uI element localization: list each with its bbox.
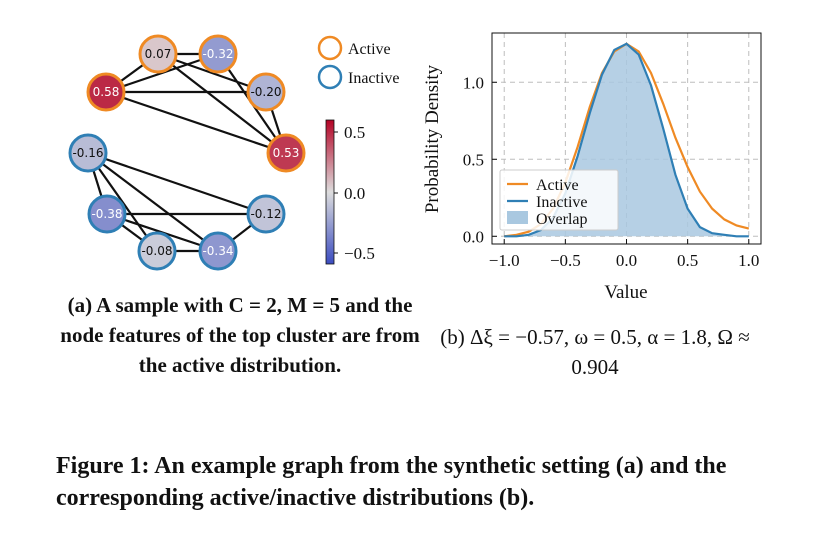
caption-b-text: (b) Δξ = −0.57, ω = 0.5, α = 1.8, Ω ≈ 0.… <box>440 325 750 379</box>
graph-edge <box>87 152 158 252</box>
graph-edge <box>87 152 219 252</box>
figure-caption-text: Figure 1: An example graph from the synt… <box>56 453 727 511</box>
graph-node-label: -0.34 <box>202 244 233 258</box>
caption-b: (b) Δξ = −0.57, ω = 0.5, α = 1.8, Ω ≈ 0.… <box>425 322 765 382</box>
legend-inactive-marker <box>317 64 343 90</box>
graph-node: -0.20 <box>246 72 286 112</box>
plot-legend-active: Active <box>536 177 579 194</box>
graph-node-label: 0.53 <box>273 146 300 160</box>
caption-a: (a) A sample with C = 2, M = 5 and the n… <box>60 290 420 380</box>
graph-node-circle <box>246 194 286 234</box>
graph-node: -0.08 <box>137 231 177 271</box>
figure-caption: Figure 1: An example graph from the synt… <box>56 450 816 514</box>
caption-a-text: (a) A sample with C = 2, M = 5 and the n… <box>60 293 420 377</box>
x-tick-label: 0.5 <box>677 251 698 270</box>
graph-node: 0.58 <box>86 72 126 112</box>
x-tick-label: 0.0 <box>616 251 637 270</box>
graph-node: -0.34 <box>198 231 238 271</box>
legend-active-label: Active <box>348 41 391 58</box>
graph-node-label: -0.20 <box>250 85 281 99</box>
graph-node-label: -0.32 <box>202 47 233 61</box>
colorbar-tick: 0.5 <box>344 123 365 142</box>
legend-inactive-label: Inactive <box>348 70 400 87</box>
colorbar-tick: 0.0 <box>344 184 365 203</box>
x-tick-label: −0.5 <box>550 251 581 270</box>
graph-node-circle <box>198 231 238 271</box>
x-axis-label: Value <box>604 282 647 303</box>
legend-overlap-swatch <box>507 211 528 224</box>
graph-node-circle <box>138 34 178 74</box>
y-axis-label: Probability Density <box>422 64 443 213</box>
graph-node: 0.07 <box>138 34 178 74</box>
y-tick-label: 1.0 <box>463 73 484 92</box>
overlap-area <box>504 43 749 237</box>
graph-node-circle <box>86 72 126 112</box>
plot-legend-box <box>499 169 619 231</box>
graph-node-label: -0.38 <box>91 207 122 221</box>
graph-node-circle <box>266 133 306 173</box>
plot-legend-overlap: Overlap <box>536 211 588 228</box>
graph-legend: Active Inactive <box>317 35 400 90</box>
graph-node-circle <box>68 133 108 173</box>
graph-node: -0.38 <box>87 194 127 234</box>
y-axis-ticks: 0.0 0.5 1.0 <box>463 73 497 246</box>
graph-nodes: 0.07 -0.32 0.58 -0.20 0.53 -0.16 -0.38 -0.12 -0.… <box>68 34 306 271</box>
y-tick-label: 0.0 <box>463 227 484 246</box>
graph-edge <box>87 151 267 216</box>
colorbar: 0.5 0.0 −0.5 <box>325 119 375 265</box>
graph-edge <box>157 53 287 154</box>
colorbar-gradient <box>325 119 335 265</box>
graph-node: -0.16 <box>68 133 108 173</box>
graph-node-circle <box>87 194 127 234</box>
graph-node-circle <box>246 72 286 112</box>
graph-node-label: -0.16 <box>72 146 103 160</box>
graph-node: -0.12 <box>246 194 286 234</box>
density-plot: −1.0 −0.5 0.0 0.5 1.0 0.0 0.5 1.0 Value Probab… <box>422 32 762 303</box>
graph-edge <box>105 90 287 155</box>
legend-active-marker <box>317 35 343 61</box>
graph-node-label: -0.12 <box>250 207 281 221</box>
x-axis-ticks: −1.0 −0.5 0.0 0.5 1.0 <box>489 239 759 270</box>
figure-canvas: 0.07 -0.32 0.58 -0.20 0.53 -0.16 -0.38 -0.12 -0.… <box>68 32 762 303</box>
plot-legend-inactive: Inactive <box>536 194 588 211</box>
graph-node-circle <box>198 34 238 74</box>
graph-node: 0.53 <box>266 133 306 173</box>
graph-node-label: 0.58 <box>93 85 120 99</box>
graph-node-circle <box>137 231 177 271</box>
colorbar-tick: −0.5 <box>344 244 375 263</box>
graph-node-label: 0.07 <box>145 47 172 61</box>
graph-node: -0.32 <box>198 34 238 74</box>
plot-legend: Active Inactive Overlap <box>499 169 619 231</box>
x-tick-label: −1.0 <box>489 251 520 270</box>
x-tick-label: 1.0 <box>738 251 759 270</box>
y-tick-label: 0.5 <box>463 150 484 169</box>
graph-node-label: -0.08 <box>141 244 172 258</box>
